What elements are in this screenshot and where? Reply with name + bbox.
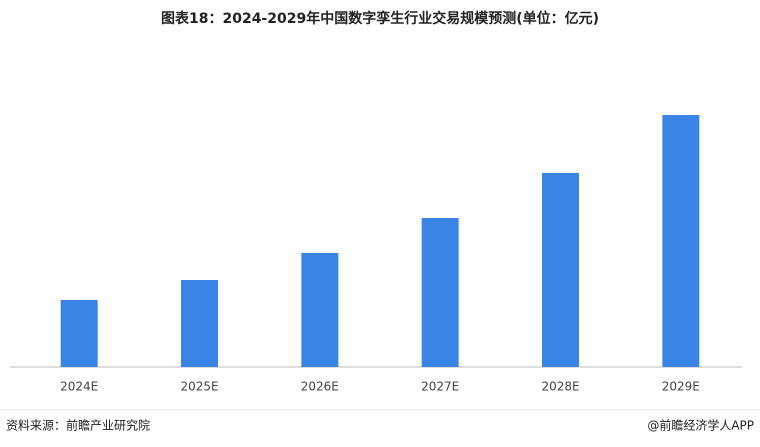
chart-title: 图表18：2024-2029年中国数字孪生行业交易规模预测(单位：亿元) [161, 10, 599, 27]
x-tick-label: 2026E [301, 380, 339, 394]
credit: @前瞻经济学人APP [647, 418, 754, 433]
bar [542, 173, 579, 367]
bar [181, 280, 218, 367]
source-note: 资料来源：前瞻产业研究院 [6, 418, 150, 433]
x-tick-label: 2029E [662, 380, 700, 394]
bar [662, 115, 700, 367]
bar [60, 300, 98, 367]
bar [421, 218, 459, 367]
x-tick-label: 2028E [541, 380, 579, 394]
bar [301, 253, 339, 367]
x-tick-label: 2025E [180, 380, 218, 394]
x-tick-label: 2024E [60, 380, 98, 394]
x-tick-label: 2027E [421, 380, 459, 394]
